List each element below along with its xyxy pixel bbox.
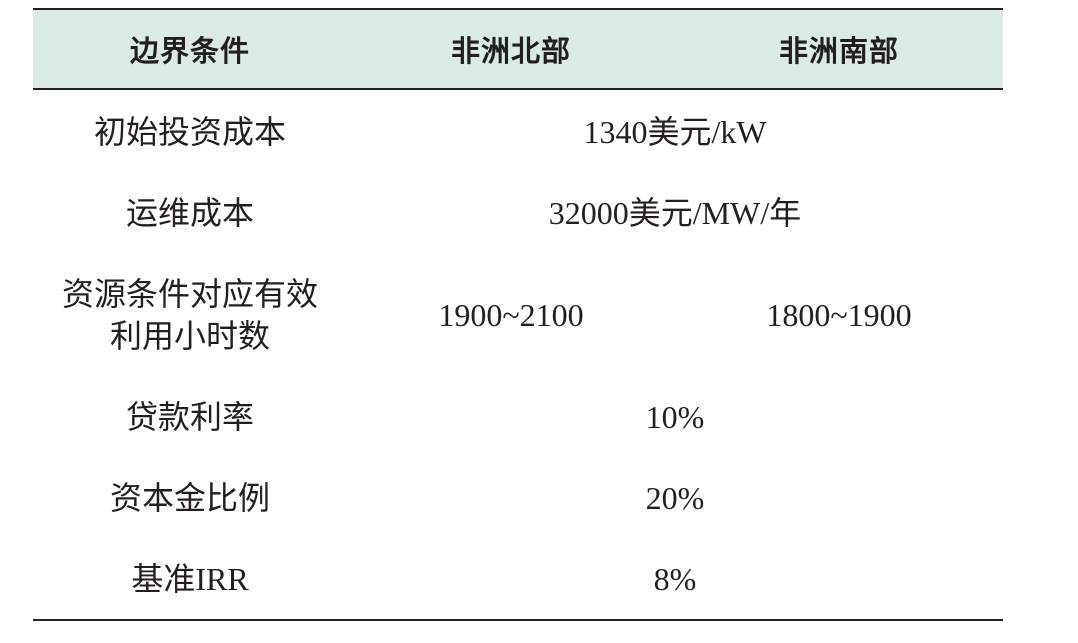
boundary-conditions-table-container: 边界条件 非洲北部 非洲南部 初始投资成本 1340美元/kW 运维成本 320… <box>33 8 1003 621</box>
table-row: 资本金比例 20% <box>33 457 1003 538</box>
table-header-row: 边界条件 非洲北部 非洲南部 <box>33 8 1003 90</box>
row-label-equity-ratio: 资本金比例 <box>109 479 270 516</box>
value-utilization-hours-south: 1800~1900 <box>766 297 912 333</box>
row-label-initial-investment: 初始投资成本 <box>93 113 286 150</box>
header-boundary-conditions: 边界条件 <box>33 8 347 90</box>
boundary-conditions-table: 边界条件 非洲北部 非洲南部 初始投资成本 1340美元/kW 运维成本 320… <box>33 8 1003 621</box>
header-south-africa: 非洲南部 <box>675 8 1003 90</box>
row-label-loan-rate: 贷款利率 <box>125 399 254 435</box>
table-row: 基准IRR 8% <box>33 538 1003 621</box>
table-row: 贷款利率 10% <box>33 377 1003 457</box>
value-utilization-hours-north: 1900~2100 <box>438 297 584 333</box>
table-row: 初始投资成本 1340美元/kW <box>33 89 1003 173</box>
value-benchmark-irr: 8% <box>347 538 1003 621</box>
row-label-utilization-hours-line1: 资源条件对应有效 <box>61 276 318 312</box>
row-label-om-cost: 运维成本 <box>125 195 254 231</box>
table-row: 运维成本 32000美元/MW/年 <box>33 173 1003 253</box>
row-label-utilization-hours-line2: 利用小时数 <box>109 318 270 354</box>
row-label-benchmark-irr: 基准IRR <box>33 538 347 621</box>
header-north-africa: 非洲北部 <box>347 8 675 90</box>
value-om-cost: 32000美元/MW/年 <box>548 195 802 231</box>
value-equity-ratio: 20% <box>645 479 705 516</box>
value-initial-investment: 1340美元/kW <box>583 113 767 150</box>
row-label-utilization-hours: 资源条件对应有效 利用小时数 <box>33 253 347 377</box>
value-loan-rate: 10% <box>645 399 705 435</box>
table-row: 资源条件对应有效 利用小时数 1900~2100 1800~1900 <box>33 253 1003 377</box>
